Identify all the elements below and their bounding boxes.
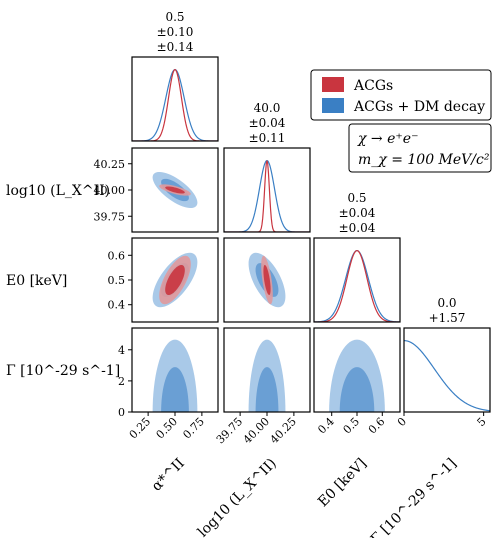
model-annotation: χ → e⁺e⁻ m_χ = 100 MeV/c² xyxy=(348,123,492,173)
marginal-dm-err-Gamma: +1.57 xyxy=(429,311,466,325)
x-tick-label-logLx: 40.00 xyxy=(241,415,272,446)
annotation-frame xyxy=(348,123,492,173)
x-tick-label-Gamma: 0 xyxy=(395,415,409,429)
marginal-acg-err-logLx: ±0.04 xyxy=(249,116,286,130)
x-tick-label-alpha: 0.75 xyxy=(180,415,207,442)
legend-swatch-acgs xyxy=(322,77,344,92)
marginal-dm-err-E0: ±0.04 xyxy=(339,221,376,235)
marginal-dm-Gamma xyxy=(404,340,490,412)
contour-acg-inner-logLx-alpha xyxy=(165,186,185,194)
marginal-dm-E0 xyxy=(314,249,400,322)
marginal-panel-Gamma xyxy=(403,327,491,413)
marginal-dm-logLx xyxy=(224,159,310,232)
marginal-value-E0: 0.5 xyxy=(347,191,366,205)
panels-layer xyxy=(131,56,491,413)
marginal-panel-logLx xyxy=(223,147,311,233)
x-axis-label-E0: E0 [keV] xyxy=(315,456,370,511)
x-tick-label-E0: 0.5 xyxy=(341,415,363,437)
x-tick-label-logLx: 39.75 xyxy=(214,415,245,446)
marginal-acg-E0 xyxy=(314,249,400,322)
y-tick-label-logLx: 40.25 xyxy=(94,158,126,171)
legend-label-dm: ACGs + DM decay xyxy=(353,99,485,115)
marginal-acg-err-alpha: ±0.10 xyxy=(157,25,194,39)
contour-dm-inner-Gamma-alpha xyxy=(161,367,189,412)
contour-dm-inner-Gamma-logLx xyxy=(255,367,279,412)
marginal-dm-err-alpha: ±0.14 xyxy=(157,40,194,54)
marginal-frame-Gamma xyxy=(403,327,491,413)
marginal-value-logLx: 40.0 xyxy=(254,101,281,115)
y-tick-label-logLx: 40.00 xyxy=(94,184,126,197)
panel-E0-vs-alpha xyxy=(131,237,219,323)
marginal-dm-alpha xyxy=(132,68,218,141)
annotation-line-2: m_χ = 100 MeV/c² xyxy=(358,152,490,168)
contour-acg-inner-E0-logLx xyxy=(263,264,271,296)
x-tick-label-logLx: 40.25 xyxy=(268,415,299,446)
y-axis-label-E0: E0 [keV] xyxy=(6,273,67,289)
legend-label-acgs: ACGs xyxy=(353,78,393,94)
legend-frame xyxy=(310,69,492,121)
panel-Gamma-vs-E0 xyxy=(313,327,401,413)
marginal-acg-err-E0: ±0.04 xyxy=(339,206,376,220)
legend-swatch-dm xyxy=(322,98,344,113)
legend: ACGs ACGs + DM decay xyxy=(310,69,492,121)
panel-frame-E0-logLx xyxy=(223,237,311,323)
x-axis-label-logLx: log10 (L_X^II) xyxy=(195,456,280,538)
x-tick-label-alpha: 0.25 xyxy=(127,415,154,442)
marginal-acg-alpha xyxy=(132,68,218,141)
panel-Gamma-vs-logLx xyxy=(223,327,311,413)
contour-dm-inner-Gamma-E0 xyxy=(339,367,375,412)
x-axis-label-alpha: α*^II xyxy=(149,456,188,495)
y-axis-label-Gamma: Γ [10^-29 s^-1] xyxy=(6,363,120,379)
marginal-value-alpha: 0.5 xyxy=(165,10,184,24)
panel-logLx-vs-alpha xyxy=(131,147,219,233)
marginal-panel-E0 xyxy=(313,237,401,323)
contour-acg-inner-E0-alpha xyxy=(165,264,185,296)
x-tick-label-E0: 0.4 xyxy=(315,415,337,437)
y-axis-label-logLx: log10 (L_X^II) xyxy=(6,183,110,199)
annotation-line-1: χ → e⁺e⁻ xyxy=(357,131,418,147)
y-tick-label-logLx: 39.75 xyxy=(94,210,126,223)
y-tick-label-Gamma: 4 xyxy=(118,344,125,357)
y-tick-label-Gamma: 2 xyxy=(118,375,125,388)
marginal-frame-E0 xyxy=(313,237,401,323)
marginal-dm-err-logLx: ±0.11 xyxy=(249,131,286,145)
x-tick-label-Gamma: 5 xyxy=(475,415,489,429)
panel-E0-vs-logLx xyxy=(223,237,311,323)
x-axis-label-Gamma: Γ [10^-29 s^-1] xyxy=(368,456,460,538)
marginal-frame-alpha xyxy=(131,56,219,142)
x-tick-label-E0: 0.6 xyxy=(366,415,388,437)
marginal-panel-alpha xyxy=(131,56,219,142)
y-tick-label-E0: 0.6 xyxy=(108,249,126,262)
marginal-acg-logLx xyxy=(224,160,310,232)
y-tick-label-Gamma: 0 xyxy=(118,406,125,419)
y-tick-label-E0: 0.5 xyxy=(108,274,126,287)
x-tick-label-alpha: 0.50 xyxy=(154,415,181,442)
marginal-frame-logLx xyxy=(223,147,311,233)
y-tick-label-E0: 0.4 xyxy=(108,299,126,312)
marginal-value-Gamma: 0.0 xyxy=(437,296,456,310)
